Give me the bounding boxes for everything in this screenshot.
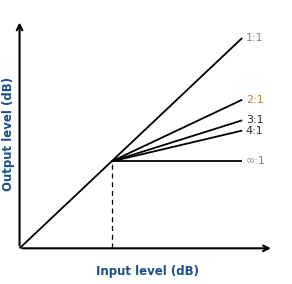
Text: 1:1: 1:1 bbox=[246, 33, 263, 43]
Text: 2:1: 2:1 bbox=[246, 95, 264, 105]
Text: 3:1: 3:1 bbox=[246, 115, 263, 125]
Text: ∞:1: ∞:1 bbox=[246, 156, 266, 166]
Text: 4:1: 4:1 bbox=[246, 126, 264, 135]
Text: Output level (dB): Output level (dB) bbox=[2, 77, 15, 191]
Text: Input level (dB): Input level (dB) bbox=[96, 265, 199, 278]
